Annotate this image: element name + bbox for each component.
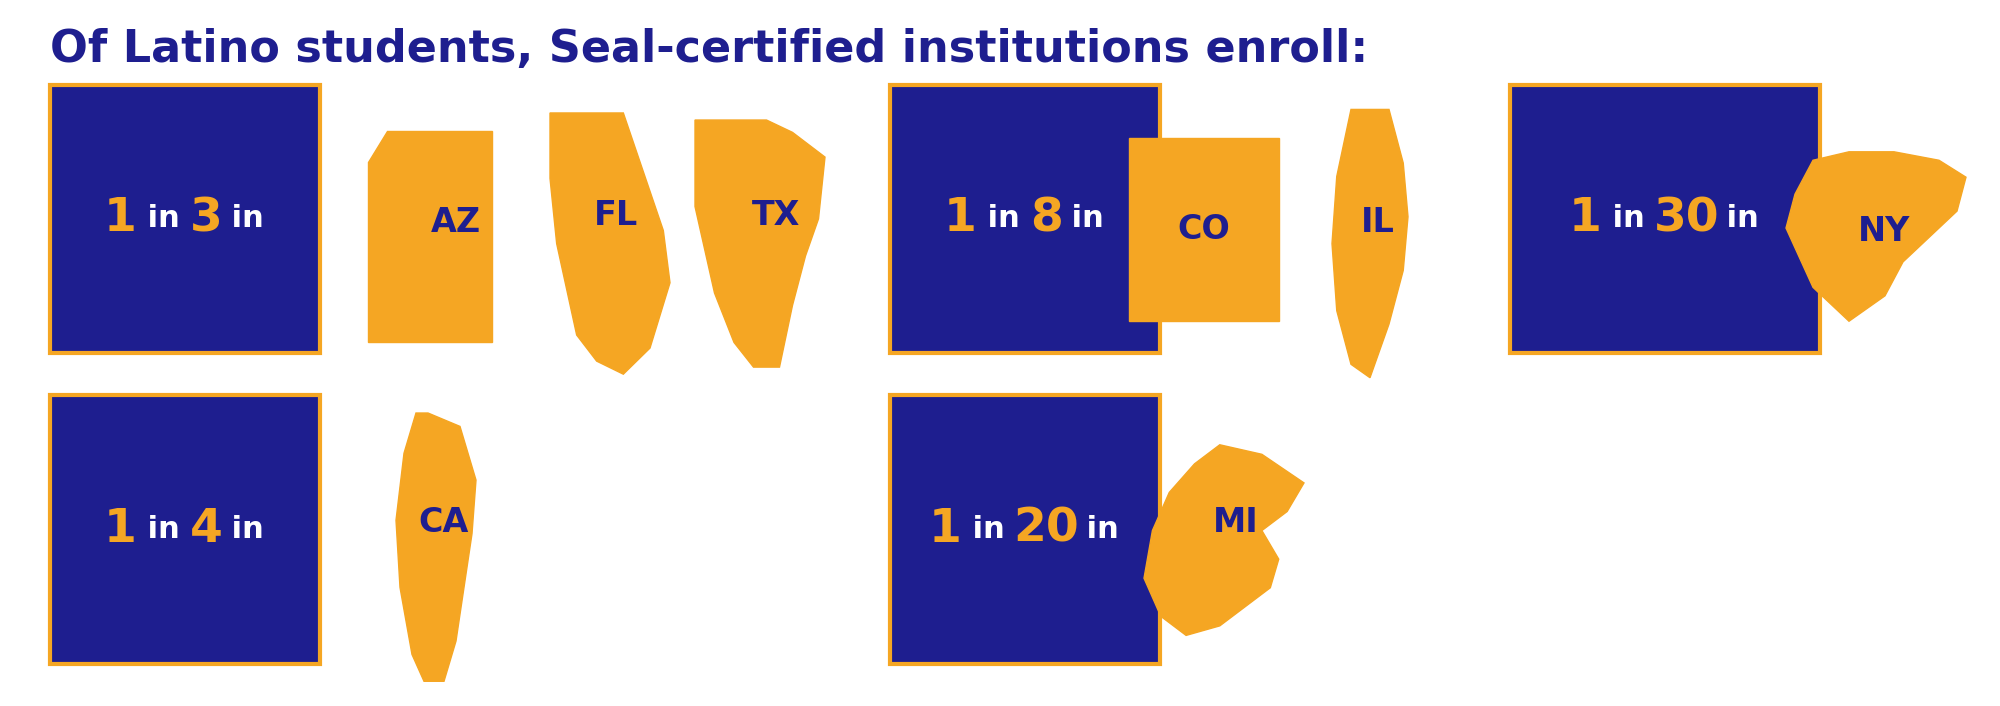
Text: IL: IL — [1362, 206, 1394, 239]
Text: 3: 3 — [190, 196, 222, 241]
Text: 8: 8 — [1030, 196, 1062, 241]
Text: 1: 1 — [1570, 196, 1602, 241]
Text: TX: TX — [752, 199, 800, 232]
Polygon shape — [1786, 152, 1966, 321]
Polygon shape — [1144, 445, 1304, 635]
Text: in: in — [136, 515, 190, 544]
Text: in: in — [1602, 204, 1656, 234]
FancyBboxPatch shape — [1510, 85, 1820, 353]
Text: 1: 1 — [944, 196, 976, 241]
Text: Of Latino students, Seal-certified institutions enroll:: Of Latino students, Seal-certified insti… — [50, 28, 1368, 71]
Text: CA: CA — [418, 506, 470, 539]
FancyBboxPatch shape — [890, 395, 1160, 664]
Text: FL: FL — [594, 199, 638, 232]
Text: 1: 1 — [104, 196, 136, 241]
Text: NY: NY — [1858, 215, 1910, 248]
Text: in: in — [136, 204, 190, 234]
Text: 1: 1 — [930, 507, 962, 552]
Text: in: in — [1716, 204, 1758, 234]
Text: in: in — [222, 204, 264, 234]
FancyBboxPatch shape — [50, 395, 320, 664]
Text: in: in — [976, 204, 1030, 234]
Polygon shape — [396, 413, 476, 681]
Text: 20: 20 — [1014, 507, 1080, 552]
Polygon shape — [696, 120, 824, 367]
Text: in: in — [1076, 515, 1118, 544]
Text: 1: 1 — [104, 507, 136, 552]
FancyBboxPatch shape — [50, 85, 320, 353]
Polygon shape — [550, 113, 670, 374]
Text: in: in — [962, 515, 1016, 544]
Text: AZ: AZ — [430, 206, 482, 239]
Text: in: in — [222, 515, 264, 544]
Text: CO: CO — [1178, 213, 1230, 246]
Polygon shape — [1128, 138, 1278, 321]
Text: 30: 30 — [1654, 196, 1720, 241]
Polygon shape — [368, 131, 492, 342]
Text: 4: 4 — [190, 507, 222, 552]
Text: MI: MI — [1214, 506, 1258, 539]
FancyBboxPatch shape — [890, 85, 1160, 353]
Polygon shape — [1332, 109, 1408, 378]
Text: in: in — [1062, 204, 1104, 234]
